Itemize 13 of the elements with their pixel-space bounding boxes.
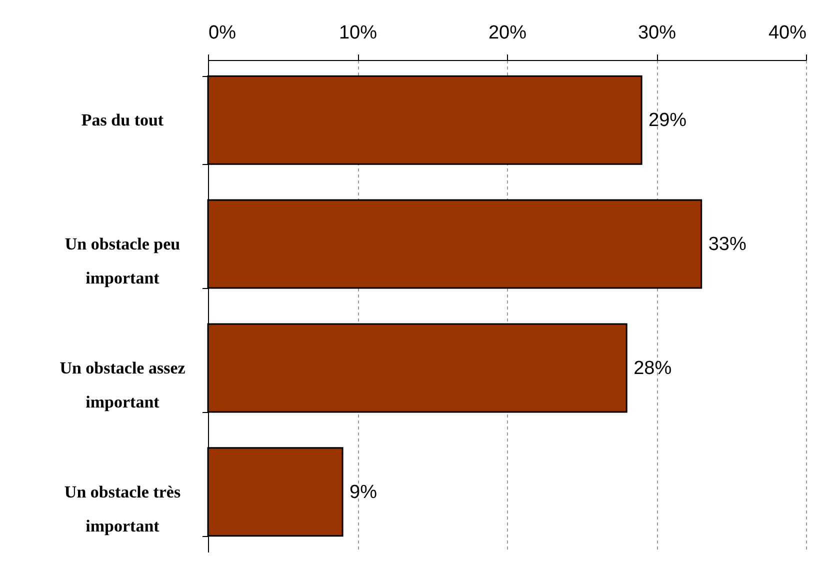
data-label: 29% xyxy=(648,110,687,132)
y-tick-label: Pas du tout xyxy=(81,110,164,130)
x-tick-label: 10% xyxy=(338,22,378,44)
data-label: 33% xyxy=(708,234,746,256)
data-label: 28% xyxy=(634,358,672,379)
y-tick-label: Un obstacle très important xyxy=(64,482,181,536)
x-tick-label: 0% xyxy=(208,22,236,44)
x-tick-label: 30% xyxy=(638,22,676,44)
x-tick-label: 40% xyxy=(768,22,807,44)
y-tick-label: Un obstacle assez important xyxy=(60,358,186,412)
x-tick-label: 20% xyxy=(488,22,527,44)
y-tick-label: Un obstacle peu important xyxy=(64,234,180,288)
data-label: 9% xyxy=(350,482,378,503)
